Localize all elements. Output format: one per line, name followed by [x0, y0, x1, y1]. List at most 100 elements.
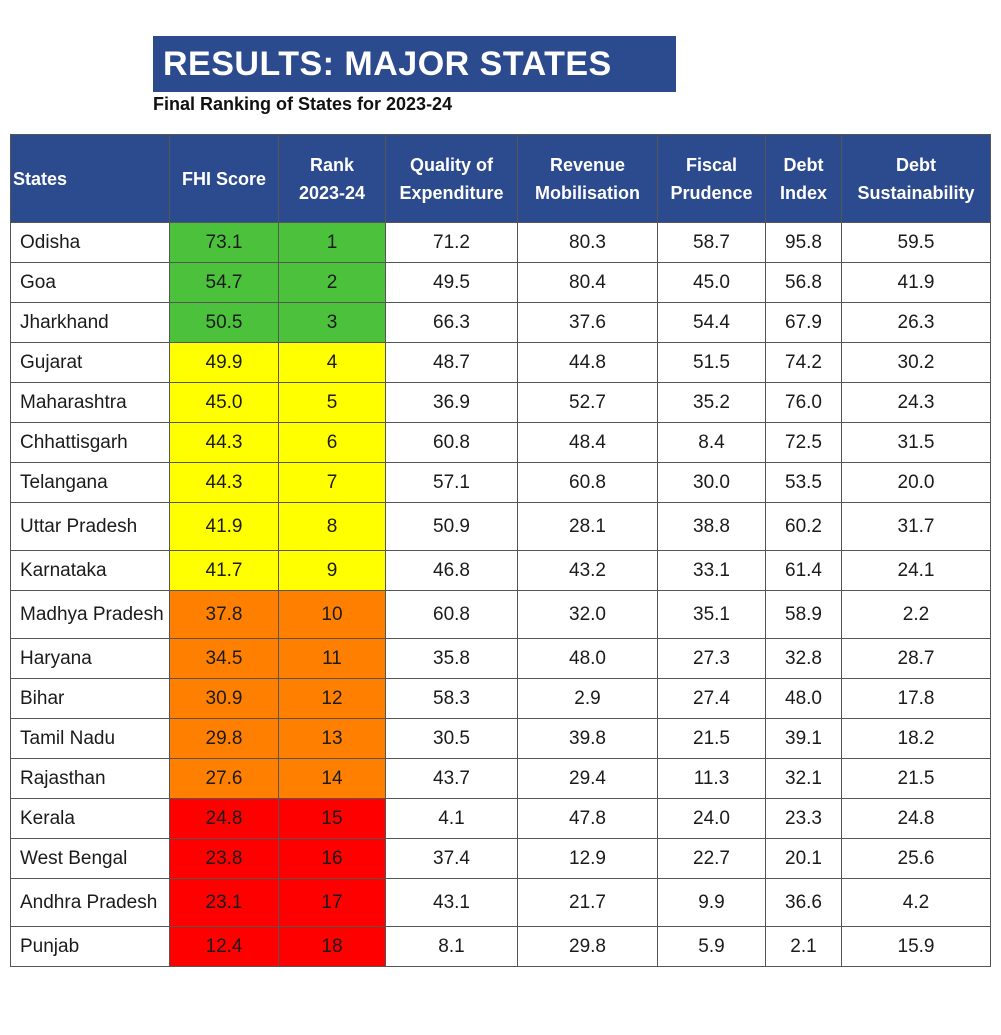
cell-debt-sustainability: 20.0 — [841, 462, 991, 503]
page-subtitle: Final Ranking of States for 2023-24 — [153, 94, 453, 114]
cell-state: Uttar Pradesh — [10, 502, 170, 551]
cell-fiscal-prudence: 27.3 — [657, 638, 766, 679]
rankings-table: States FHI Score Rank 2023-24 Quality of E… — [10, 134, 991, 967]
cell-rank: 1 — [278, 222, 386, 263]
cell-debt-index: 72.5 — [765, 422, 842, 463]
cell-debt-index: 95.8 — [765, 222, 842, 263]
cell-state: Maharashtra — [10, 382, 170, 423]
table-row: Goa 54.7 2 49.5 80.4 45.0 56.8 41.9 — [10, 262, 991, 303]
cell-revenue-mobilisation: 2.9 — [517, 678, 658, 719]
cell-debt-sustainability: 4.2 — [841, 878, 991, 927]
cell-quality-of-expenditure: 49.5 — [385, 262, 518, 303]
col-header-debt-index: Debt Index — [765, 134, 842, 223]
cell-quality-of-expenditure: 66.3 — [385, 302, 518, 343]
table-row: Punjab 12.4 18 8.1 29.8 5.9 2.1 15.9 — [10, 926, 991, 967]
cell-state: Gujarat — [10, 342, 170, 383]
cell-debt-index: 32.8 — [765, 638, 842, 679]
cell-fiscal-prudence: 54.4 — [657, 302, 766, 343]
cell-state: Madhya Pradesh — [10, 590, 170, 639]
col-header-quality-of-expenditure: Quality of Expenditure — [385, 134, 518, 223]
cell-fiscal-prudence: 51.5 — [657, 342, 766, 383]
cell-rank: 2 — [278, 262, 386, 303]
cell-debt-index: 74.2 — [765, 342, 842, 383]
table-row: Andhra Pradesh 23.1 17 43.1 21.7 9.9 36.6 4.2 — [10, 878, 991, 927]
cell-debt-sustainability: 17.8 — [841, 678, 991, 719]
cell-rank: 8 — [278, 502, 386, 551]
cell-state: Rajasthan — [10, 758, 170, 799]
cell-quality-of-expenditure: 30.5 — [385, 718, 518, 759]
cell-debt-index: 36.6 — [765, 878, 842, 927]
cell-fhi-score: 30.9 — [169, 678, 279, 719]
header-row: States FHI Score Rank 2023-24 Quality of E… — [10, 134, 991, 223]
cell-debt-index: 48.0 — [765, 678, 842, 719]
cell-debt-sustainability: 24.1 — [841, 550, 991, 591]
cell-rank: 13 — [278, 718, 386, 759]
cell-quality-of-expenditure: 60.8 — [385, 590, 518, 639]
cell-quality-of-expenditure: 4.1 — [385, 798, 518, 839]
cell-rank: 15 — [278, 798, 386, 839]
cell-debt-index: 2.1 — [765, 926, 842, 967]
cell-rank: 7 — [278, 462, 386, 503]
cell-revenue-mobilisation: 48.0 — [517, 638, 658, 679]
cell-revenue-mobilisation: 48.4 — [517, 422, 658, 463]
cell-quality-of-expenditure: 35.8 — [385, 638, 518, 679]
cell-quality-of-expenditure: 46.8 — [385, 550, 518, 591]
cell-state: Tamil Nadu — [10, 718, 170, 759]
cell-quality-of-expenditure: 60.8 — [385, 422, 518, 463]
cell-rank: 5 — [278, 382, 386, 423]
cell-fiscal-prudence: 22.7 — [657, 838, 766, 879]
cell-quality-of-expenditure: 71.2 — [385, 222, 518, 263]
cell-quality-of-expenditure: 50.9 — [385, 502, 518, 551]
cell-state: Goa — [10, 262, 170, 303]
cell-fhi-score: 23.1 — [169, 878, 279, 927]
cell-debt-index: 58.9 — [765, 590, 842, 639]
cell-debt-index: 39.1 — [765, 718, 842, 759]
cell-fhi-score: 45.0 — [169, 382, 279, 423]
table-row: Uttar Pradesh 41.9 8 50.9 28.1 38.8 60.2 31.7 — [10, 502, 991, 551]
cell-revenue-mobilisation: 44.8 — [517, 342, 658, 383]
col-header-rank: Rank 2023-24 — [278, 134, 386, 223]
cell-debt-index: 60.2 — [765, 502, 842, 551]
cell-fhi-score: 23.8 — [169, 838, 279, 879]
col-header-revenue-mobilisation: Revenue Mobilisation — [517, 134, 658, 223]
cell-revenue-mobilisation: 39.8 — [517, 718, 658, 759]
table-row: Kerala 24.8 15 4.1 47.8 24.0 23.3 24.8 — [10, 798, 991, 839]
cell-revenue-mobilisation: 21.7 — [517, 878, 658, 927]
table-row: Karnataka 41.7 9 46.8 43.2 33.1 61.4 24.1 — [10, 550, 991, 591]
cell-revenue-mobilisation: 47.8 — [517, 798, 658, 839]
cell-revenue-mobilisation: 29.4 — [517, 758, 658, 799]
cell-debt-sustainability: 24.8 — [841, 798, 991, 839]
cell-rank: 3 — [278, 302, 386, 343]
cell-fiscal-prudence: 8.4 — [657, 422, 766, 463]
table-row: Madhya Pradesh 37.8 10 60.8 32.0 35.1 58.9 2.2 — [10, 590, 991, 639]
cell-debt-sustainability: 25.6 — [841, 838, 991, 879]
cell-state: Chhattisgarh — [10, 422, 170, 463]
cell-debt-index: 23.3 — [765, 798, 842, 839]
cell-rank: 14 — [278, 758, 386, 799]
cell-revenue-mobilisation: 60.8 — [517, 462, 658, 503]
cell-state: Haryana — [10, 638, 170, 679]
cell-fhi-score: 49.9 — [169, 342, 279, 383]
page-title: RESULTS: MAJOR STATES — [153, 36, 676, 92]
cell-fhi-score: 54.7 — [169, 262, 279, 303]
cell-fiscal-prudence: 35.1 — [657, 590, 766, 639]
cell-rank: 11 — [278, 638, 386, 679]
table-row: Haryana 34.5 11 35.8 48.0 27.3 32.8 28.7 — [10, 638, 991, 679]
cell-rank: 10 — [278, 590, 386, 639]
cell-fiscal-prudence: 45.0 — [657, 262, 766, 303]
cell-fiscal-prudence: 9.9 — [657, 878, 766, 927]
cell-debt-sustainability: 59.5 — [841, 222, 991, 263]
cell-state: Odisha — [10, 222, 170, 263]
cell-debt-sustainability: 24.3 — [841, 382, 991, 423]
table-row: Maharashtra 45.0 5 36.9 52.7 35.2 76.0 24.3 — [10, 382, 991, 423]
cell-fiscal-prudence: 33.1 — [657, 550, 766, 591]
cell-debt-sustainability: 18.2 — [841, 718, 991, 759]
cell-debt-sustainability: 31.7 — [841, 502, 991, 551]
cell-state: Telangana — [10, 462, 170, 503]
cell-debt-index: 53.5 — [765, 462, 842, 503]
cell-quality-of-expenditure: 36.9 — [385, 382, 518, 423]
cell-fiscal-prudence: 5.9 — [657, 926, 766, 967]
cell-revenue-mobilisation: 43.2 — [517, 550, 658, 591]
cell-fhi-score: 73.1 — [169, 222, 279, 263]
col-header-fhi-score: FHI Score — [169, 134, 279, 223]
